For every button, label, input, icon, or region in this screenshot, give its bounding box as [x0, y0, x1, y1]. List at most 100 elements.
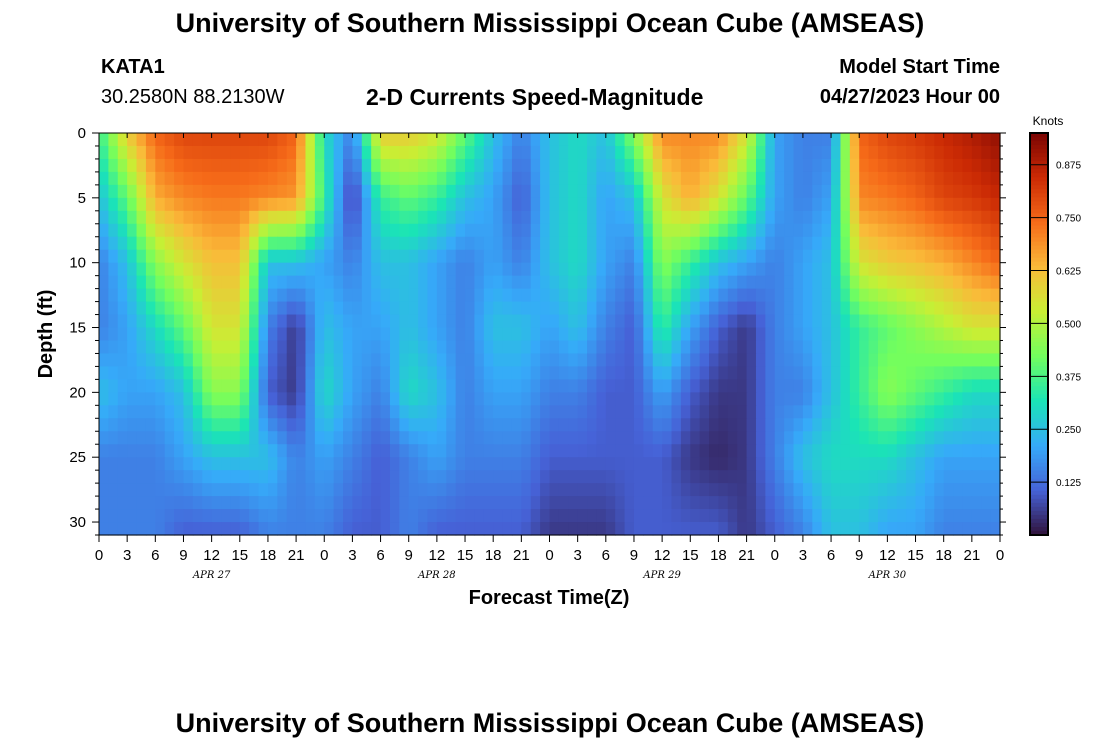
heatmap-cell [915, 392, 926, 406]
heatmap-cell [718, 444, 729, 458]
heatmap-cell [127, 483, 138, 497]
colorbar-tick-label: 0.500 [1056, 319, 1081, 330]
heatmap-cell [709, 210, 720, 225]
heatmap-cell [793, 496, 804, 510]
heatmap-cell [915, 236, 926, 251]
heatmap-cell [333, 444, 344, 458]
heatmap-cell [943, 353, 954, 368]
heatmap-cell [502, 223, 513, 238]
heatmap-cell [746, 236, 757, 251]
heatmap-cell [877, 133, 888, 147]
heatmap-cell [877, 197, 888, 212]
heatmap-cell [389, 158, 400, 173]
heatmap-cell [455, 340, 466, 355]
heatmap-cell [906, 483, 917, 497]
heatmap-cell [183, 275, 194, 290]
heatmap-cell [202, 236, 213, 251]
heatmap-cell [943, 184, 954, 199]
heatmap-cell [211, 236, 222, 251]
heatmap-cell [643, 236, 654, 251]
heatmap-cell [587, 496, 598, 510]
colorbar-segment [1030, 149, 1048, 154]
heatmap-cell [202, 210, 213, 225]
heatmap-cell [802, 470, 813, 484]
colorbar-segment [1030, 181, 1048, 186]
heatmap-cell [793, 470, 804, 484]
heatmap-cell [296, 236, 307, 251]
heatmap-cell [699, 340, 710, 355]
heatmap-cell [408, 210, 419, 225]
heatmap-cell [840, 210, 851, 225]
heatmap-cell [455, 379, 466, 393]
heatmap-cell [662, 340, 673, 355]
heatmap-cell [286, 301, 297, 316]
heatmap-cell [737, 379, 748, 393]
heatmap-cell [389, 249, 400, 264]
heatmap-cell [981, 223, 992, 238]
heatmap-cell [831, 366, 842, 380]
heatmap-cell [493, 444, 504, 458]
heatmap-cell [943, 301, 954, 316]
heatmap-cell [155, 262, 166, 277]
heatmap-cell [446, 184, 457, 199]
heatmap-cell [812, 392, 823, 406]
heatmap-cell [296, 366, 307, 380]
heatmap-cell [962, 444, 973, 458]
heatmap-cell [221, 133, 231, 147]
heatmap-cell [314, 301, 325, 316]
heatmap-cell [502, 158, 513, 173]
heatmap-cell [324, 405, 335, 419]
heatmap-cell [849, 210, 860, 225]
heatmap-cell [408, 133, 419, 147]
heatmap-cell [136, 392, 147, 406]
heatmap-cell [286, 431, 297, 445]
heatmap-cell [314, 418, 325, 432]
heatmap-cell [352, 496, 363, 510]
heatmap-cell [859, 145, 870, 160]
heatmap-cell [380, 197, 391, 212]
heatmap-cell [746, 158, 757, 173]
heatmap-cell [549, 418, 560, 432]
heatmap-cell [230, 470, 241, 484]
heatmap-cell [953, 366, 964, 380]
heatmap-cell [774, 509, 785, 523]
heatmap-cell [624, 327, 635, 342]
x-tick-label: 0 [771, 547, 779, 564]
heatmap-cell [267, 379, 278, 393]
heatmap-cell [502, 483, 513, 497]
heatmap-cell [521, 133, 532, 147]
heatmap-cell [296, 496, 307, 510]
heatmap-cell [971, 379, 982, 393]
heatmap-cell [906, 496, 917, 510]
heatmap-cell [887, 327, 898, 342]
heatmap-cell [774, 483, 785, 497]
heatmap-cell [662, 470, 673, 484]
heatmap-cell [249, 327, 260, 342]
heatmap-cell [127, 301, 138, 316]
heatmap-cell [981, 158, 992, 173]
heatmap-cell [511, 275, 522, 290]
heatmap-cell [577, 470, 588, 484]
heatmap-cell [990, 210, 1001, 225]
heatmap-cell [371, 262, 382, 277]
colorbar-segment [1030, 366, 1048, 371]
heatmap-cell [840, 327, 851, 342]
heatmap-cell [821, 210, 832, 225]
heatmap-cell [784, 314, 795, 329]
heatmap-cell [877, 496, 888, 510]
heatmap-cell [596, 509, 607, 523]
heatmap-cell [690, 509, 701, 523]
heatmap-cell [934, 470, 945, 484]
heatmap-cell [286, 405, 297, 419]
heatmap-cell [511, 184, 522, 199]
heatmap-cell [239, 314, 250, 329]
heatmap-cell [793, 366, 804, 380]
heatmap-cell [784, 262, 795, 277]
heatmap-cell [633, 314, 644, 329]
heatmap-cell [558, 145, 569, 160]
heatmap-cell [737, 496, 748, 510]
heatmap-cell [624, 444, 635, 458]
heatmap-cell [221, 418, 231, 432]
heatmap-cell [474, 262, 485, 277]
heatmap-cell [812, 496, 823, 510]
